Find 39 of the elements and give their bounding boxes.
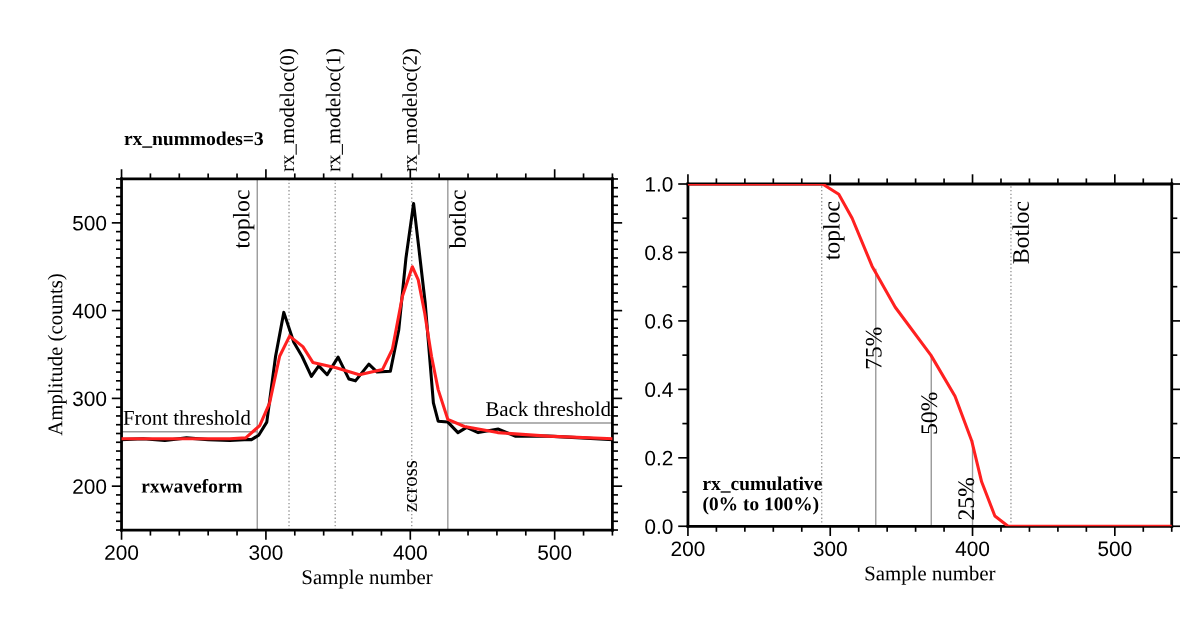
y-tick-label: 0.4 [645, 382, 673, 398]
x-tick-label: 200 [671, 541, 705, 557]
y-axis-title: Amplitude (counts) [47, 274, 67, 436]
ref-line-label: Back threshold [486, 401, 611, 417]
x-tick-label: 200 [105, 545, 139, 560]
y-tick-label: 0.0 [645, 519, 673, 535]
x-tick-label: 400 [393, 545, 427, 560]
line-series [121, 265, 613, 441]
ref-line-label: rx_modeloc(0) [279, 49, 299, 172]
annotation: rx_cumulative (0% to 100%) [702, 476, 822, 515]
annotation: rxwaveform [141, 478, 243, 493]
y-tick-label: 400 [72, 303, 107, 319]
y-tick-label: 0.6 [645, 313, 673, 329]
x-tick-label: 300 [249, 545, 283, 560]
annotation: zcross [406, 460, 417, 512]
y-tick-label: 0.2 [645, 450, 673, 466]
y-tick-label: 200 [73, 479, 107, 494]
ref-line-label: botloc [449, 190, 466, 249]
ref-line-label: rx_modeloc(1) [325, 49, 345, 172]
x-axis-title: Sample number [865, 565, 996, 585]
x-tick-label: 500 [1098, 541, 1132, 557]
ref-line-label: Front threshold [123, 410, 251, 425]
y-tick-label: 0.8 [645, 245, 673, 261]
x-axis-title: Sample number [302, 569, 433, 589]
y-tick-label: 300 [73, 391, 107, 407]
text: rx_nummodes=3 [124, 131, 263, 148]
annotation: 75% [865, 327, 882, 369]
line-series [687, 184, 1172, 527]
ref-line-label: rx_modeloc(2) [402, 49, 422, 172]
y-tick-label: 500 [73, 215, 107, 231]
ref-line-label: toploc [823, 201, 845, 260]
x-tick-label: 500 [538, 545, 572, 560]
annotation: 50% [921, 392, 938, 434]
x-tick-label: 400 [955, 541, 990, 557]
ref-line-label: toploc [232, 190, 255, 249]
ref-line-label: Botloc [1012, 201, 1029, 264]
x-tick-label: 300 [813, 541, 847, 557]
annotation: 25% [958, 478, 975, 520]
y-tick-label: 1.0 [645, 177, 673, 192]
